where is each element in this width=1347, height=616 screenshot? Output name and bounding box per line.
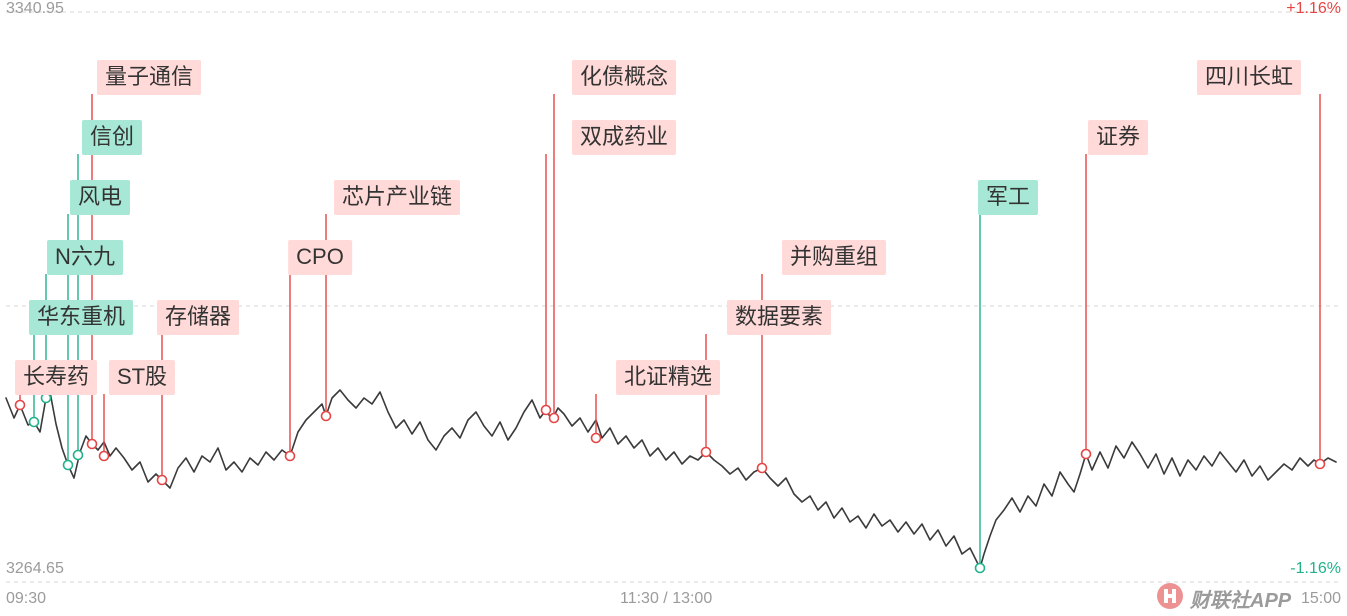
annotation-label: 数据要素 <box>727 300 831 335</box>
intraday-chart: 3340.95 3264.65 +1.16% -1.16% 09:30 11:3… <box>0 0 1347 616</box>
annotation-label: 芯片产业链 <box>334 180 460 215</box>
y-axis-bottom-pct: -1.16% <box>1290 560 1341 578</box>
annotation-label: 华东重机 <box>29 300 133 335</box>
annotation-label: 并购重组 <box>782 240 886 275</box>
x-axis-end: 15:00 <box>1301 590 1341 608</box>
annotation-label: 军工 <box>978 180 1038 215</box>
annotation-label: 证券 <box>1088 120 1148 155</box>
annotation-label: 风电 <box>70 180 130 215</box>
x-axis-mid: 11:30 / 13:00 <box>620 590 712 608</box>
annotation-label: 量子通信 <box>97 60 201 95</box>
annotation-label: 双成药业 <box>572 120 676 155</box>
y-axis-bottom-value: 3264.65 <box>6 560 64 578</box>
annotation-label: 化债概念 <box>572 60 676 95</box>
annotation-label: ST股 <box>109 360 175 395</box>
y-axis-top-value: 3340.95 <box>6 0 64 18</box>
x-axis-start: 09:30 <box>6 590 46 608</box>
watermark-text: 财联社APP <box>1190 584 1291 613</box>
annotation-label: 北证精选 <box>616 360 720 395</box>
annotation-label: 存储器 <box>157 300 239 335</box>
annotation-label: 四川长虹 <box>1197 60 1301 95</box>
watermark-logo-icon <box>1156 582 1184 610</box>
annotation-label: CPO <box>288 240 352 275</box>
annotation-label: N六九 <box>47 240 123 275</box>
y-axis-top-pct: +1.16% <box>1286 0 1341 18</box>
annotation-label: 信创 <box>82 120 142 155</box>
annotation-label: 长寿药 <box>15 360 97 395</box>
